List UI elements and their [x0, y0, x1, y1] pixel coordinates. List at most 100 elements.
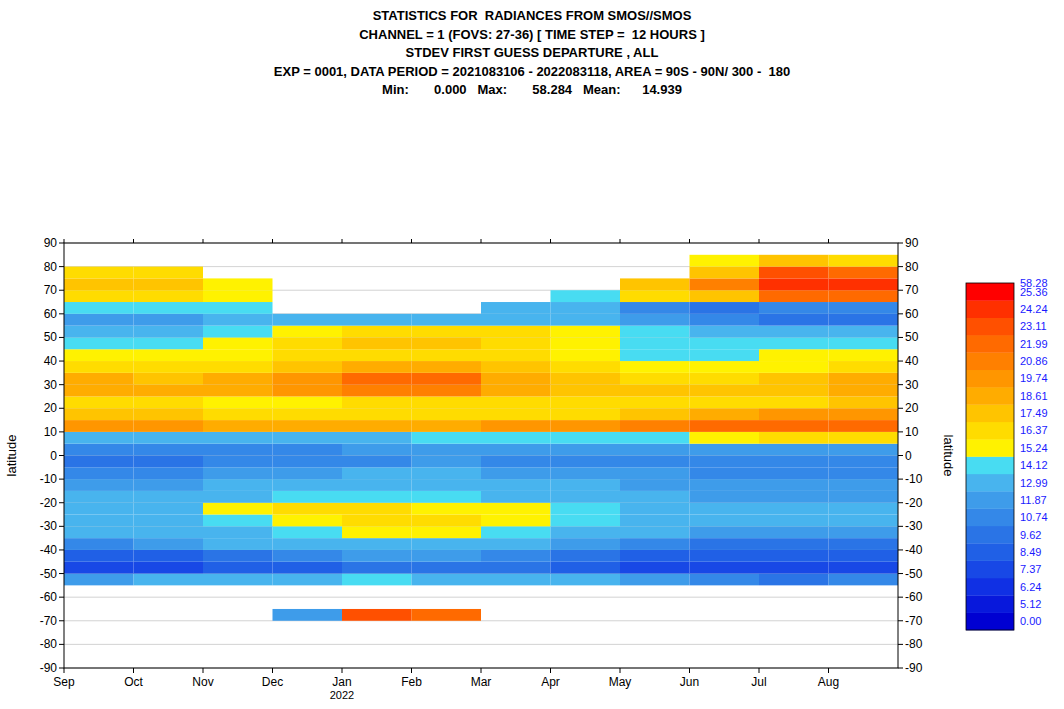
tick — [203, 239, 204, 243]
cell — [273, 432, 343, 444]
axis-title: latitude — [4, 435, 19, 477]
tick — [898, 266, 903, 267]
cell — [64, 538, 134, 550]
tick-label: 30 — [905, 378, 919, 392]
tick — [411, 668, 412, 673]
cell — [829, 361, 899, 373]
tick-label: 40 — [905, 354, 919, 368]
cell — [829, 550, 899, 562]
cell — [273, 326, 343, 338]
colorbar-label: 0.00 — [1020, 615, 1041, 627]
cell — [203, 290, 273, 302]
cell — [481, 349, 551, 361]
colorbar-label: 8.49 — [1020, 546, 1041, 558]
colorbar-bin — [966, 404, 1014, 422]
cell — [203, 550, 273, 562]
cell — [620, 491, 690, 503]
cell — [342, 503, 412, 515]
colorbar-label: 6.24 — [1020, 581, 1041, 593]
colorbar-label: 14.12 — [1020, 459, 1048, 471]
cell — [690, 538, 760, 550]
cell — [412, 444, 482, 456]
tick-label: -60 — [905, 590, 923, 604]
tick-label: 10 — [905, 425, 919, 439]
tick — [898, 549, 903, 550]
cell — [759, 349, 829, 361]
cell — [134, 574, 204, 586]
cell — [134, 314, 204, 326]
colorbar-label: 15.24 — [1020, 442, 1048, 454]
cell — [620, 467, 690, 479]
cell — [759, 267, 829, 279]
cell — [481, 562, 551, 574]
cell — [829, 302, 899, 314]
cell — [690, 267, 760, 279]
tick-label: Jun — [680, 675, 699, 689]
cell — [829, 385, 899, 397]
tick — [898, 361, 903, 362]
tick — [59, 549, 64, 550]
cell — [759, 432, 829, 444]
tick — [59, 620, 64, 621]
cell — [412, 385, 482, 397]
cell — [273, 456, 343, 468]
cell — [273, 609, 343, 621]
cell — [64, 373, 134, 385]
cell — [134, 491, 204, 503]
cell — [690, 562, 760, 574]
cell — [64, 278, 134, 290]
tick — [59, 573, 64, 574]
cell — [551, 396, 621, 408]
tick-label: Mar — [471, 675, 492, 689]
cell — [203, 373, 273, 385]
cell — [759, 255, 829, 267]
cell — [64, 385, 134, 397]
cell — [64, 361, 134, 373]
cell — [412, 479, 482, 491]
cell — [273, 420, 343, 432]
tick — [59, 479, 64, 480]
cell — [342, 408, 412, 420]
cell — [551, 456, 621, 468]
cell — [620, 385, 690, 397]
cell — [134, 467, 204, 479]
cell — [829, 267, 899, 279]
cell — [481, 479, 551, 491]
cell — [481, 396, 551, 408]
tick — [64, 668, 65, 673]
cell — [551, 290, 621, 302]
colorbar-bin — [966, 561, 1014, 579]
colorbar-label: 11.87 — [1020, 494, 1047, 506]
cell — [690, 550, 760, 562]
cell — [342, 385, 412, 397]
cell — [551, 574, 621, 586]
colorbar-label: 24.24 — [1020, 303, 1048, 315]
tick — [689, 239, 690, 243]
tick-label: 60 — [44, 307, 58, 321]
cell — [64, 267, 134, 279]
tick-label: -30 — [905, 519, 923, 533]
tick-label: 30 — [44, 378, 58, 392]
cell — [64, 290, 134, 302]
tick — [898, 408, 903, 409]
grid-line — [64, 597, 898, 598]
tick-label: -50 — [40, 567, 58, 581]
cell — [829, 278, 899, 290]
tick-label: 90 — [905, 236, 919, 250]
colorbar-bin — [966, 543, 1014, 561]
axis-title: latitude — [941, 435, 956, 477]
cell — [273, 337, 343, 349]
tick-label: 70 — [905, 283, 919, 297]
cell — [342, 349, 412, 361]
cell — [759, 538, 829, 550]
tick-label: -90 — [905, 661, 923, 675]
cell — [134, 326, 204, 338]
cell — [690, 503, 760, 515]
tick — [59, 384, 64, 385]
cell — [829, 255, 899, 267]
colorbar-bin — [966, 526, 1014, 544]
cell — [829, 526, 899, 538]
cell — [481, 326, 551, 338]
cell — [342, 574, 412, 586]
tick — [689, 668, 690, 673]
